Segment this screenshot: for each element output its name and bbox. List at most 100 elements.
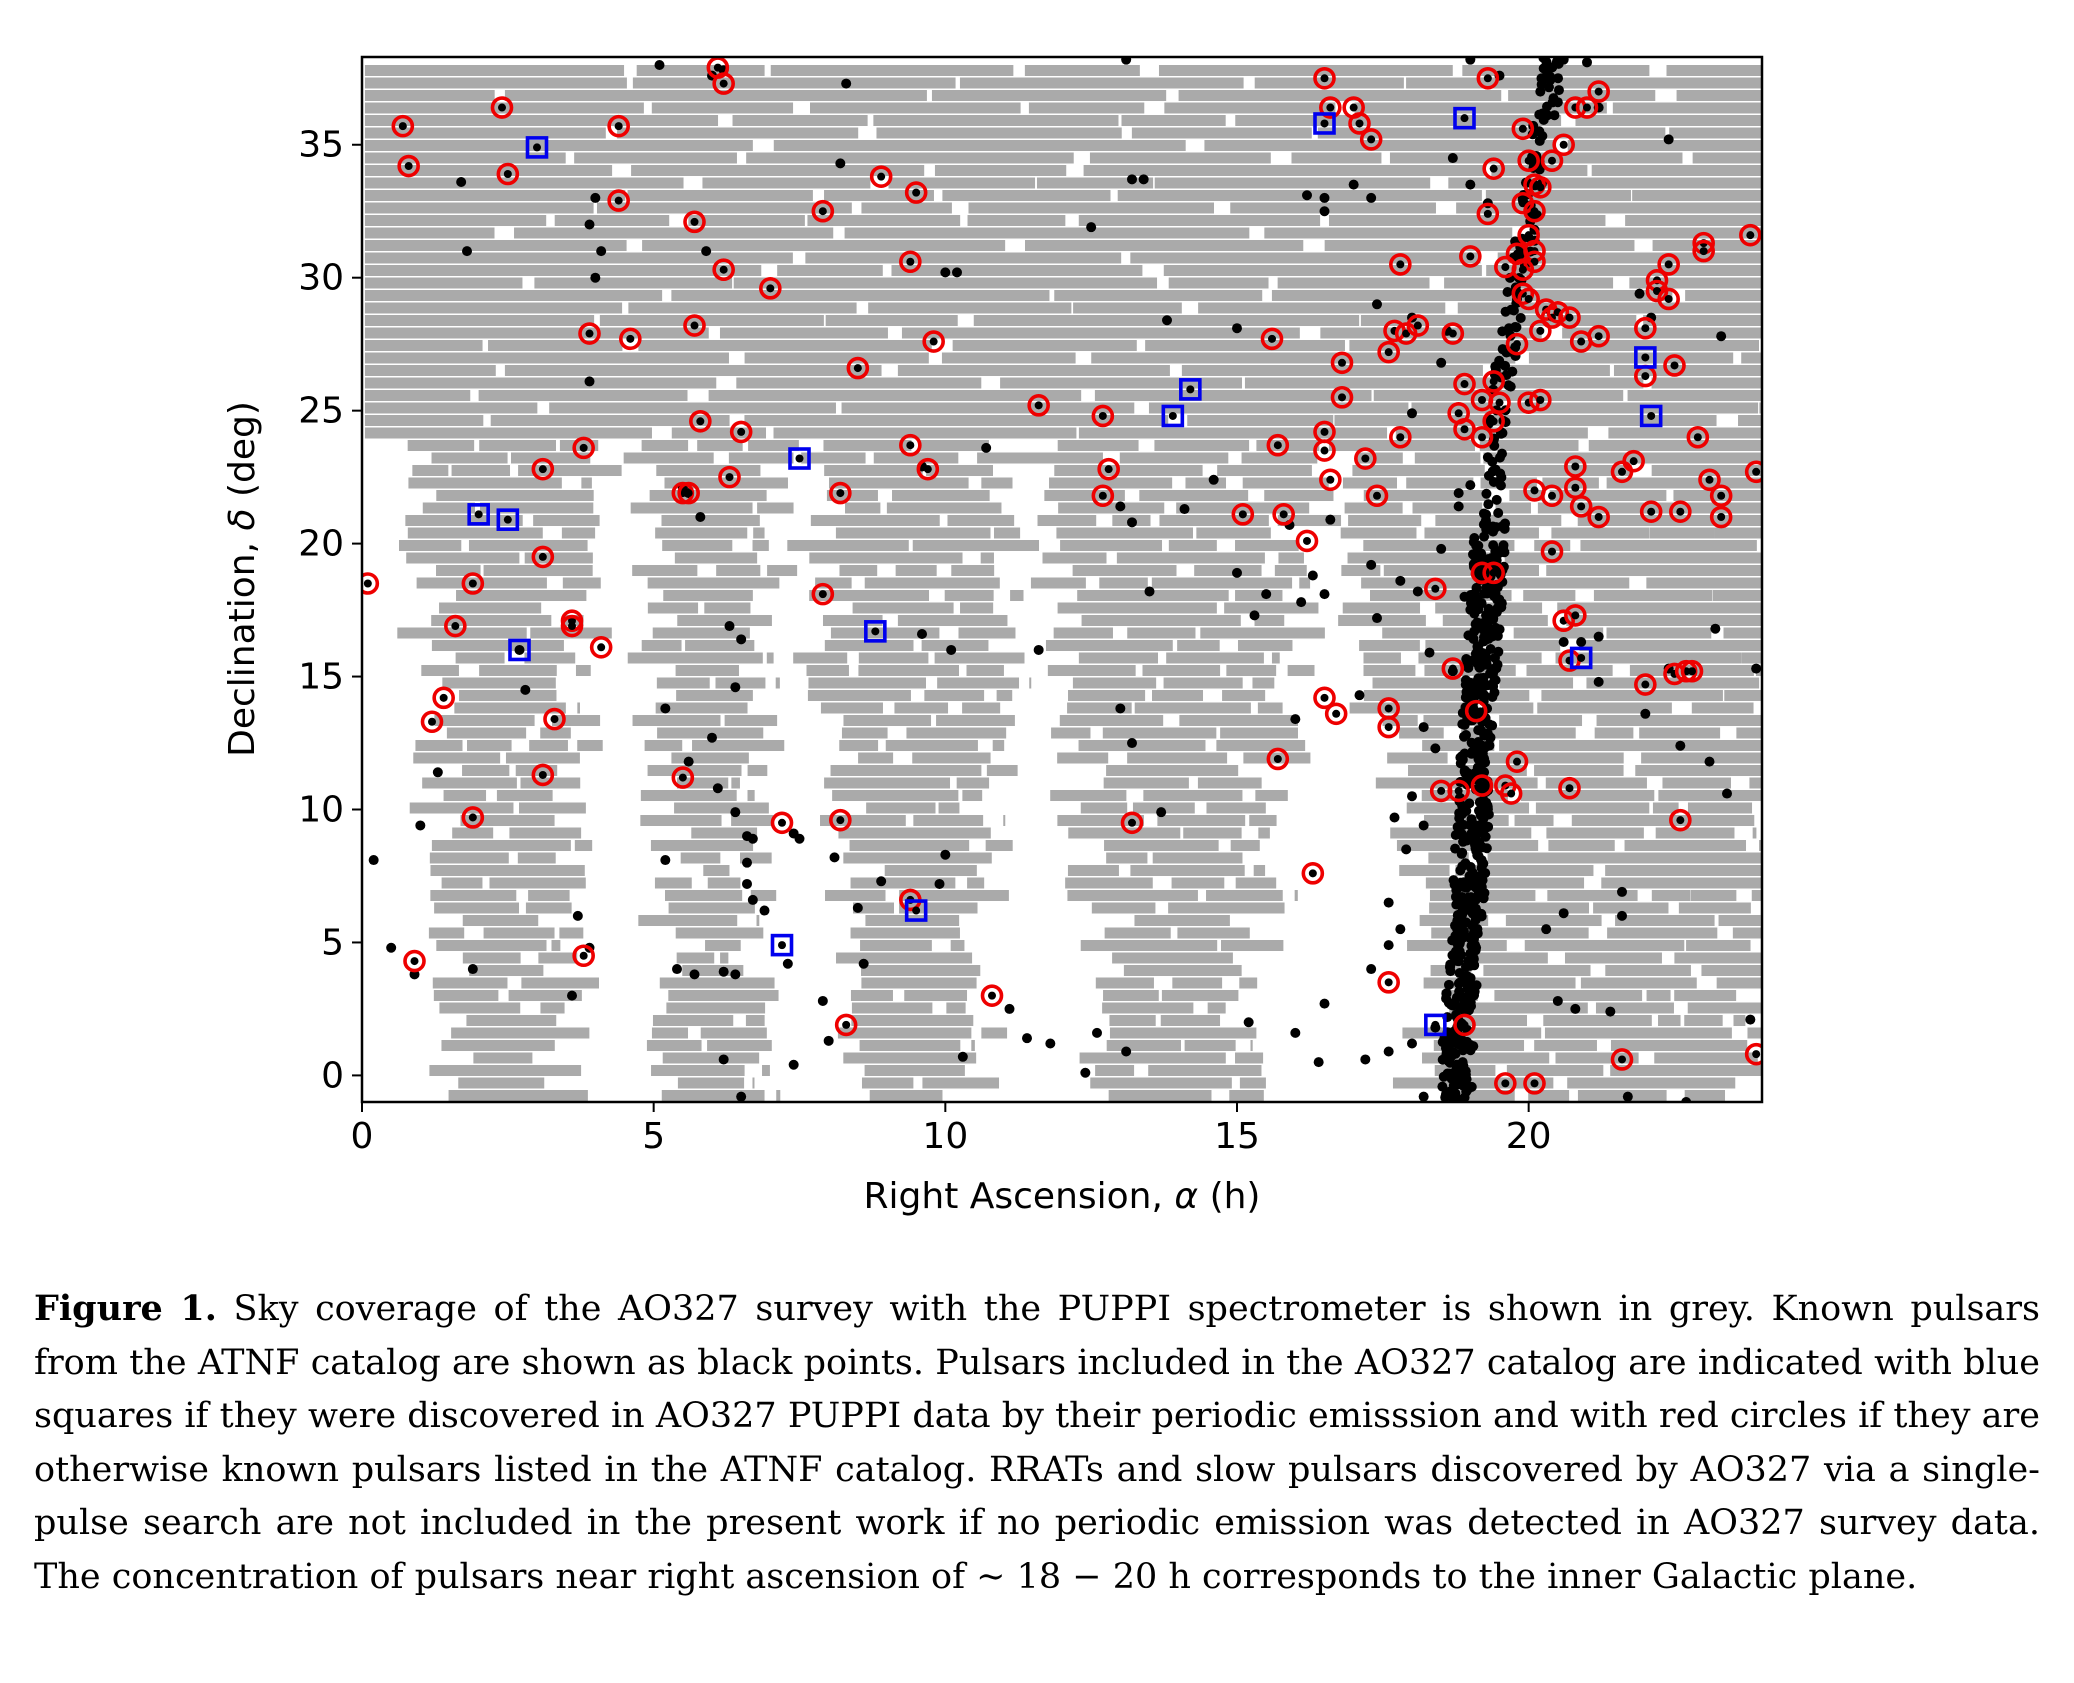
known-pulsar-point — [1407, 408, 1417, 419]
known-pulsar-point — [1127, 517, 1137, 528]
known-pulsar-point — [695, 512, 706, 523]
coverage-strip — [1595, 1002, 1674, 1014]
atnf-pulsar-marker — [1389, 425, 1412, 449]
known-pulsar-point — [1664, 294, 1673, 303]
known-pulsar-point — [1552, 995, 1563, 1006]
coverage-strip — [1685, 290, 1762, 301]
known-pulsar-point — [1722, 788, 1732, 799]
known-pulsar-point — [1676, 507, 1685, 516]
coverage-strip — [434, 715, 535, 726]
coverage-strip — [1344, 502, 1403, 514]
coverage-strip — [773, 427, 1077, 439]
coverage-strip — [744, 352, 929, 364]
known-pulsar-point — [1383, 1046, 1394, 1057]
coverage-strip — [845, 502, 881, 514]
known-pulsar-point — [1577, 653, 1586, 662]
known-pulsar-point — [853, 364, 862, 373]
known-pulsar-point — [678, 773, 687, 782]
coverage-strip — [1072, 677, 1157, 689]
known-pulsar-point — [1361, 454, 1370, 463]
coverage-strip — [1411, 402, 1500, 414]
atnf-pulsar-marker — [1453, 372, 1476, 396]
coverage-strip — [549, 402, 836, 414]
atnf-pulsar-marker — [1639, 500, 1663, 523]
known-pulsar-point — [1418, 1091, 1429, 1102]
coverage-strip — [1674, 952, 1762, 964]
known-pulsar-point — [1320, 74, 1329, 83]
coverage-strip — [649, 490, 767, 501]
coverage-strip — [952, 340, 1137, 351]
coverage-strip — [406, 552, 520, 564]
known-pulsar-point — [683, 756, 694, 767]
known-pulsar-point — [1326, 103, 1335, 112]
known-pulsar-point — [1457, 847, 1468, 858]
coverage-strip — [947, 515, 1015, 526]
known-pulsar-point — [946, 644, 957, 655]
atnf-pulsar-marker — [1511, 258, 1535, 282]
coverage-strip — [897, 615, 1008, 626]
known-pulsar-point — [1535, 86, 1546, 97]
known-pulsar-point — [1481, 488, 1492, 499]
known-pulsar-point — [1453, 488, 1464, 499]
coverage-strip — [446, 727, 527, 739]
known-pulsar-point — [1530, 207, 1539, 216]
coverage-strip — [518, 465, 622, 476]
known-pulsar-point — [1348, 179, 1359, 190]
coverage-strip — [680, 852, 721, 864]
coverage-strip — [1701, 965, 1762, 976]
coverage-strip — [1506, 1065, 1604, 1076]
coverage-strip — [1372, 677, 1483, 689]
known-pulsar-point — [1436, 543, 1447, 554]
coverage-strip — [661, 515, 760, 526]
known-pulsar-point — [1453, 1094, 1464, 1102]
known-pulsar-point — [1571, 483, 1580, 492]
atnf-pulsar-marker — [1441, 657, 1465, 680]
known-pulsar-point — [858, 958, 869, 969]
pulsar-markers — [362, 57, 1762, 1102]
known-pulsar-point — [817, 995, 828, 1006]
coverage-strip — [1548, 840, 1615, 851]
coverage-strip — [540, 1002, 565, 1014]
coverage-strip — [1674, 1052, 1758, 1064]
known-pulsar-point — [1372, 299, 1382, 310]
ao327-discovery-marker — [770, 933, 794, 957]
coverage-strip — [504, 365, 882, 376]
coverage-strip — [1692, 702, 1754, 714]
coverage-strip — [1639, 540, 1757, 551]
known-pulsar-point — [451, 622, 460, 631]
atnf-pulsar-marker — [1027, 394, 1050, 417]
known-pulsar-point — [1460, 1069, 1471, 1080]
coverage-strip — [1483, 965, 1591, 976]
coverage-strip — [1687, 1002, 1762, 1014]
coverage-strip — [750, 890, 777, 901]
coverage-strip — [1090, 1077, 1232, 1089]
coverage-strip — [809, 102, 1021, 114]
atnf-pulsar-marker — [677, 481, 700, 505]
known-pulsar-point — [439, 693, 448, 702]
coverage-strip — [853, 902, 894, 914]
known-pulsar-point — [1121, 1046, 1132, 1057]
coverage-strip — [1252, 677, 1275, 689]
atnf-pulsar-marker — [1470, 774, 1494, 797]
coverage-strip — [1708, 752, 1762, 764]
coverage-strip — [1666, 65, 1762, 76]
known-pulsar-point — [1476, 548, 1487, 559]
atnf-pulsar-marker — [1260, 327, 1284, 351]
known-pulsar-point — [1383, 897, 1394, 908]
y-tick-label: 0 — [321, 1055, 344, 1096]
coverage-strip — [895, 565, 937, 576]
atnf-pulsar-marker — [712, 72, 735, 95]
coverage-strip — [967, 877, 985, 889]
atnf-pulsar-marker — [572, 436, 595, 460]
coverage-strip — [431, 840, 571, 851]
known-pulsar-point — [737, 427, 746, 436]
coverage-strip — [1673, 490, 1760, 501]
known-pulsar-point — [730, 969, 741, 980]
known-pulsar-point — [1565, 784, 1574, 793]
coverage-strip — [747, 765, 768, 776]
coverage-strip — [466, 1015, 557, 1026]
known-pulsar-point — [1384, 704, 1393, 713]
coverage-strip — [1594, 727, 1634, 739]
coverage-strip — [483, 927, 555, 939]
